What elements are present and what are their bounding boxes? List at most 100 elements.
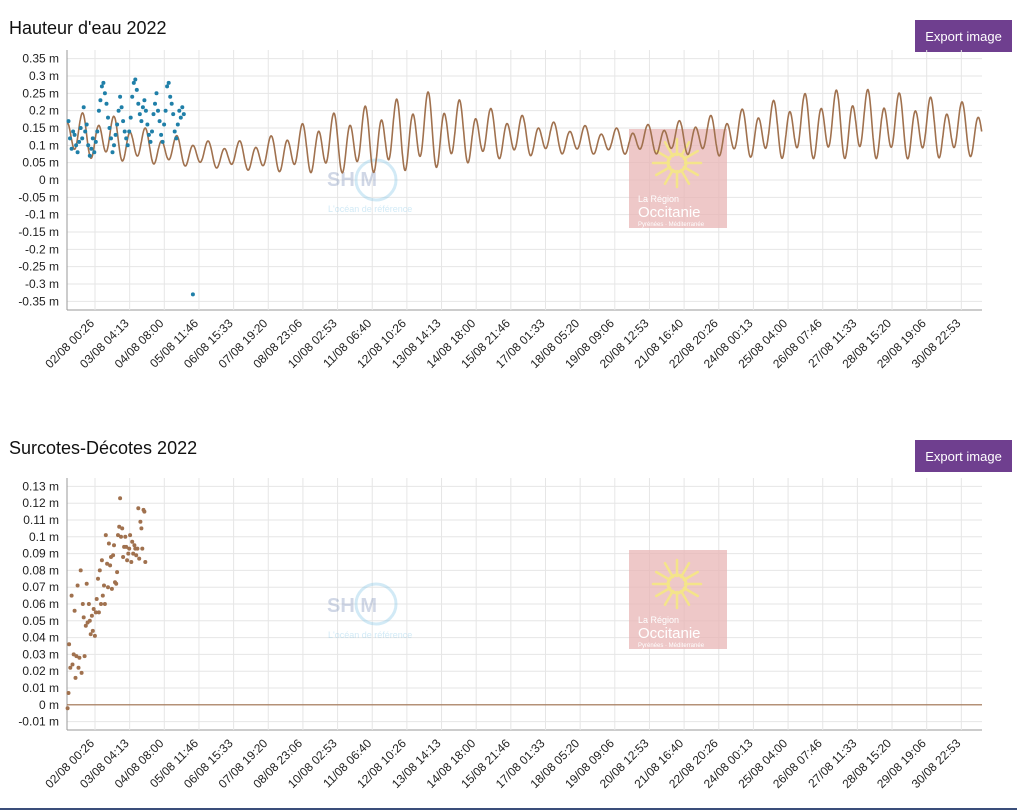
y-axis-ticks: 0.13 m 0.12 m 0.11 m 0.1 m 0.09 m 0.08 m 0.07 … [18,479,59,728]
data-point [150,129,154,134]
data-point [145,122,150,127]
data-point [174,136,179,141]
occitan-cross-ray [682,149,700,161]
data-point [99,84,104,89]
data-point [125,143,130,148]
data-point [130,94,135,99]
data-point [128,533,133,538]
data-point [94,597,99,601]
y-tick-label: 0.07 m [22,580,59,594]
data-point [159,132,164,137]
data-point [142,98,147,103]
data-point [77,139,82,144]
plot-area [65,496,982,711]
data-point [97,568,102,573]
data-point [72,608,77,613]
data-point [135,546,140,551]
data-point [166,80,171,85]
data-point [79,670,84,675]
data-point [118,496,123,501]
data-point [92,150,97,155]
export-image-button-2[interactable]: Export image [915,440,1012,472]
y-tick-label: 0.08 m [22,563,59,577]
data-point [87,618,92,623]
data-point [75,583,80,588]
data-point [66,119,71,124]
data-point [90,628,95,633]
data-point [93,610,98,615]
data-point [89,146,94,151]
data-point [134,553,139,558]
data-point [89,613,94,618]
occitan-cross-ray [682,586,700,598]
data-point [172,129,177,134]
data-point [83,623,88,628]
data-point [74,654,79,659]
export-image-button[interactable]: Export image [915,20,1012,52]
y-tick-label: 0.12 m [22,496,59,510]
data-point [138,519,143,524]
data-point [169,101,174,106]
data-point [163,108,168,113]
y-tick-label: 0.09 m [22,547,59,561]
data-point [70,662,75,667]
data-point [116,533,120,538]
data-point [67,642,72,647]
data-point [82,654,87,659]
data-point [121,555,126,559]
data-point [118,94,123,99]
data-point [116,108,121,113]
y-tick-label: 0.01 m [22,681,59,695]
data-point [99,558,104,563]
shom-logo-letters: SH M [327,169,377,191]
data-point [136,506,141,511]
data-point [68,665,73,670]
chart-title-water-height: Hauteur d'eau 2022 [9,18,167,38]
y-tick-label: 0.2 m [29,104,59,118]
data-point [131,551,136,556]
data-point [75,150,80,155]
data-point [157,119,162,124]
occitan-cross-center [666,573,688,595]
data-point [162,122,167,127]
watermark-logos: SH M L'océan de référence La RégionOccitan… [327,550,727,649]
data-point [92,633,97,638]
data-point [160,139,165,144]
data-point [65,706,70,711]
data-point [102,583,106,588]
data-point [134,87,139,92]
y-tick-label: 0.25 m [22,86,59,100]
y-tick-label: -0.1 m [25,208,59,222]
data-point [86,602,91,606]
y-tick-label: 0.15 m [22,121,59,135]
data-point [114,581,119,586]
y-tick-label: -0.3 m [25,277,59,291]
data-point [180,105,185,110]
y-tick-label: 0.1 m [29,138,59,152]
data-point [69,146,74,151]
data-point [66,691,71,695]
data-point [121,119,126,124]
data-point [117,524,122,529]
data-point [96,610,101,615]
y-tick-label: 0.1 m [29,530,59,544]
data-point [111,553,116,558]
y-tick-label: -0.15 m [18,225,59,239]
occitan-cross-ray [654,570,672,582]
data-point [153,101,157,106]
data-point [103,533,108,538]
data-point [90,136,95,141]
y-tick-label: -0.01 m [18,715,59,729]
data-point [110,150,115,155]
data-point [181,112,186,117]
data-point [113,132,118,137]
data-point [124,544,129,549]
shom-logo: SH M L'océan de référence [327,582,412,640]
data-point [171,112,176,117]
occitan-cross-ray [654,165,672,177]
region-logo-line1: La Région [638,194,679,204]
data-point [148,139,153,144]
data-point [81,615,86,620]
